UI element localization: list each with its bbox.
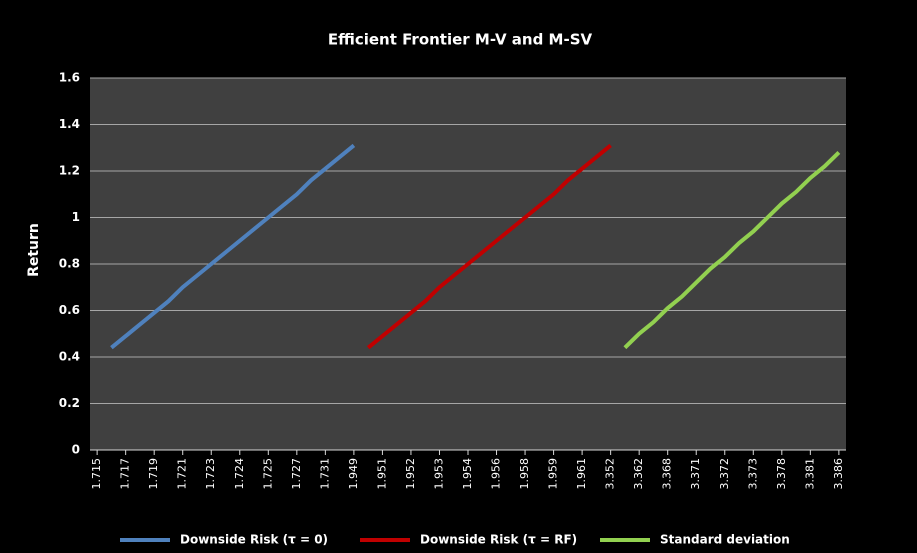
y-tick-label: 1 [72,210,80,224]
x-tick-label: 1.723 [204,458,217,490]
x-tick-label: 1.715 [90,458,103,490]
x-tick-label: 1.949 [347,458,360,490]
x-tick-label: 1.719 [147,458,160,490]
x-tick-label: 1.731 [318,458,331,490]
y-tick-label: 1.6 [59,71,80,85]
x-tick-label: 3.386 [832,458,845,490]
chart-title: Efficient Frontier M-V and M-SV [328,31,593,49]
series-line [623,150,841,350]
y-tick-label: 0.8 [59,257,80,271]
x-tick-label: 3.352 [604,458,617,490]
y-axis-label: Return [26,223,42,277]
legend-label: Downside Risk (τ = RF) [420,533,577,547]
x-tick-label: 1.956 [490,458,503,490]
x-tick-label: 1.717 [119,458,132,490]
series-line [110,143,356,350]
x-tick-label: 1.951 [375,458,388,490]
x-tick-label: 1.727 [290,458,303,490]
x-tick-label: 3.368 [661,458,674,490]
x-tick-label: 3.362 [632,458,645,490]
series-line [366,143,612,350]
x-tick-label: 1.952 [404,458,417,490]
x-tick-label: 1.953 [432,458,445,490]
x-tick-label: 3.373 [746,458,759,490]
x-tick-label: 1.958 [518,458,531,490]
y-tick-label: 0.6 [59,303,80,317]
x-tick-label: 1.721 [176,458,189,490]
y-tick-label: 0 [72,443,80,457]
x-tick-label: 3.381 [803,458,816,490]
y-tick-label: 1.2 [59,164,80,178]
x-tick-label: 3.372 [718,458,731,490]
y-tick-label: 0.2 [59,396,80,410]
y-tick-label: 1.4 [59,117,80,131]
x-tick-label: 1.961 [575,458,588,490]
legend-label: Standard deviation [660,533,790,547]
y-tick-label: 0.4 [59,350,80,364]
legend-label: Downside Risk (τ = 0) [180,533,328,547]
x-tick-label: 1.724 [233,458,246,490]
x-tick-label: 3.371 [689,458,702,490]
x-tick-label: 1.959 [547,458,560,490]
x-tick-label: 1.954 [461,458,474,490]
x-tick-label: 3.378 [775,458,788,490]
x-tick-label: 1.725 [261,458,274,490]
